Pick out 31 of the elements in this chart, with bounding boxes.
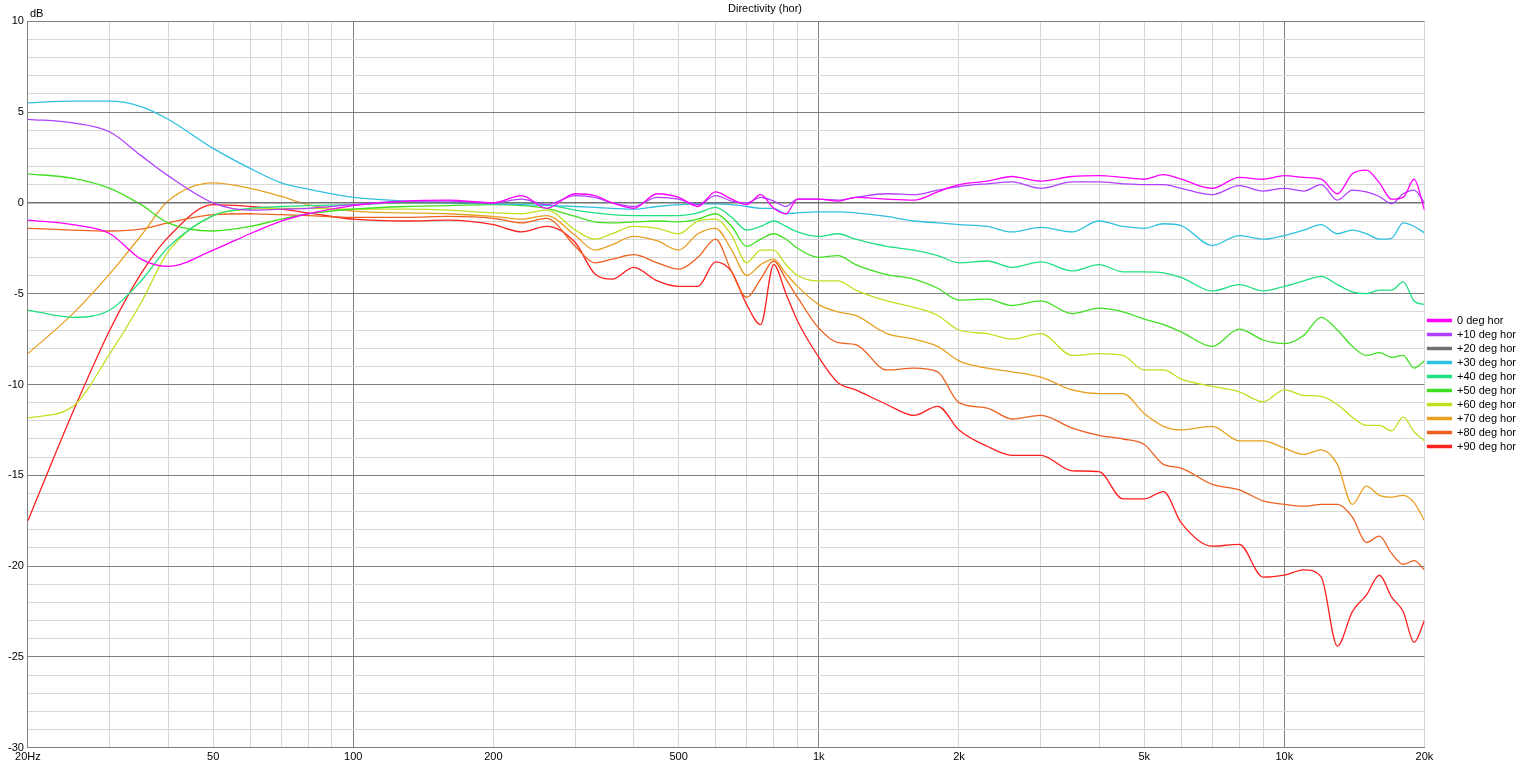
x-tick-label: 50 [207,750,220,763]
x-tick-label: 1k [813,750,826,763]
y-tick-label: -10 [7,377,24,390]
y-tick-label: -30 [7,740,24,753]
legend-label: +10 deg hor [1456,327,1517,340]
y-tick-label: 0 [17,195,24,208]
legend-label: +70 deg hor [1456,411,1517,424]
x-tick-label: 100 [344,750,363,763]
x-tick-label: 500 [669,750,688,763]
legend-label: +60 deg hor [1456,397,1517,410]
legend-label: +80 deg hor [1456,425,1517,438]
y-tick-label: -5 [14,286,24,299]
x-tick-label: 5k [1138,750,1151,763]
y-tick-label: 5 [17,105,24,118]
y-axis-title: dB [29,6,44,19]
legend-label: +30 deg hor [1456,355,1517,368]
x-tick-label: 200 [484,750,503,763]
y-tick-label: -25 [7,650,24,663]
legend-label: +40 deg hor [1456,369,1517,382]
x-tick-label: 20k [1415,750,1434,763]
x-tick-label: 2k [953,750,966,763]
y-tick-label: -20 [7,559,24,572]
y-tick-label: 10 [11,14,24,27]
chart-title: Directivity (hor) [728,1,802,14]
legend-label: +90 deg hor [1456,439,1517,452]
legend-label: 0 deg hor [1456,313,1504,326]
y-tick-label: -15 [7,468,24,481]
legend-label: +50 deg hor [1456,383,1517,396]
legend-label: +20 deg hor [1456,341,1517,354]
x-tick-label: 10k [1275,750,1294,763]
x-tick-label: 20Hz [15,750,41,763]
